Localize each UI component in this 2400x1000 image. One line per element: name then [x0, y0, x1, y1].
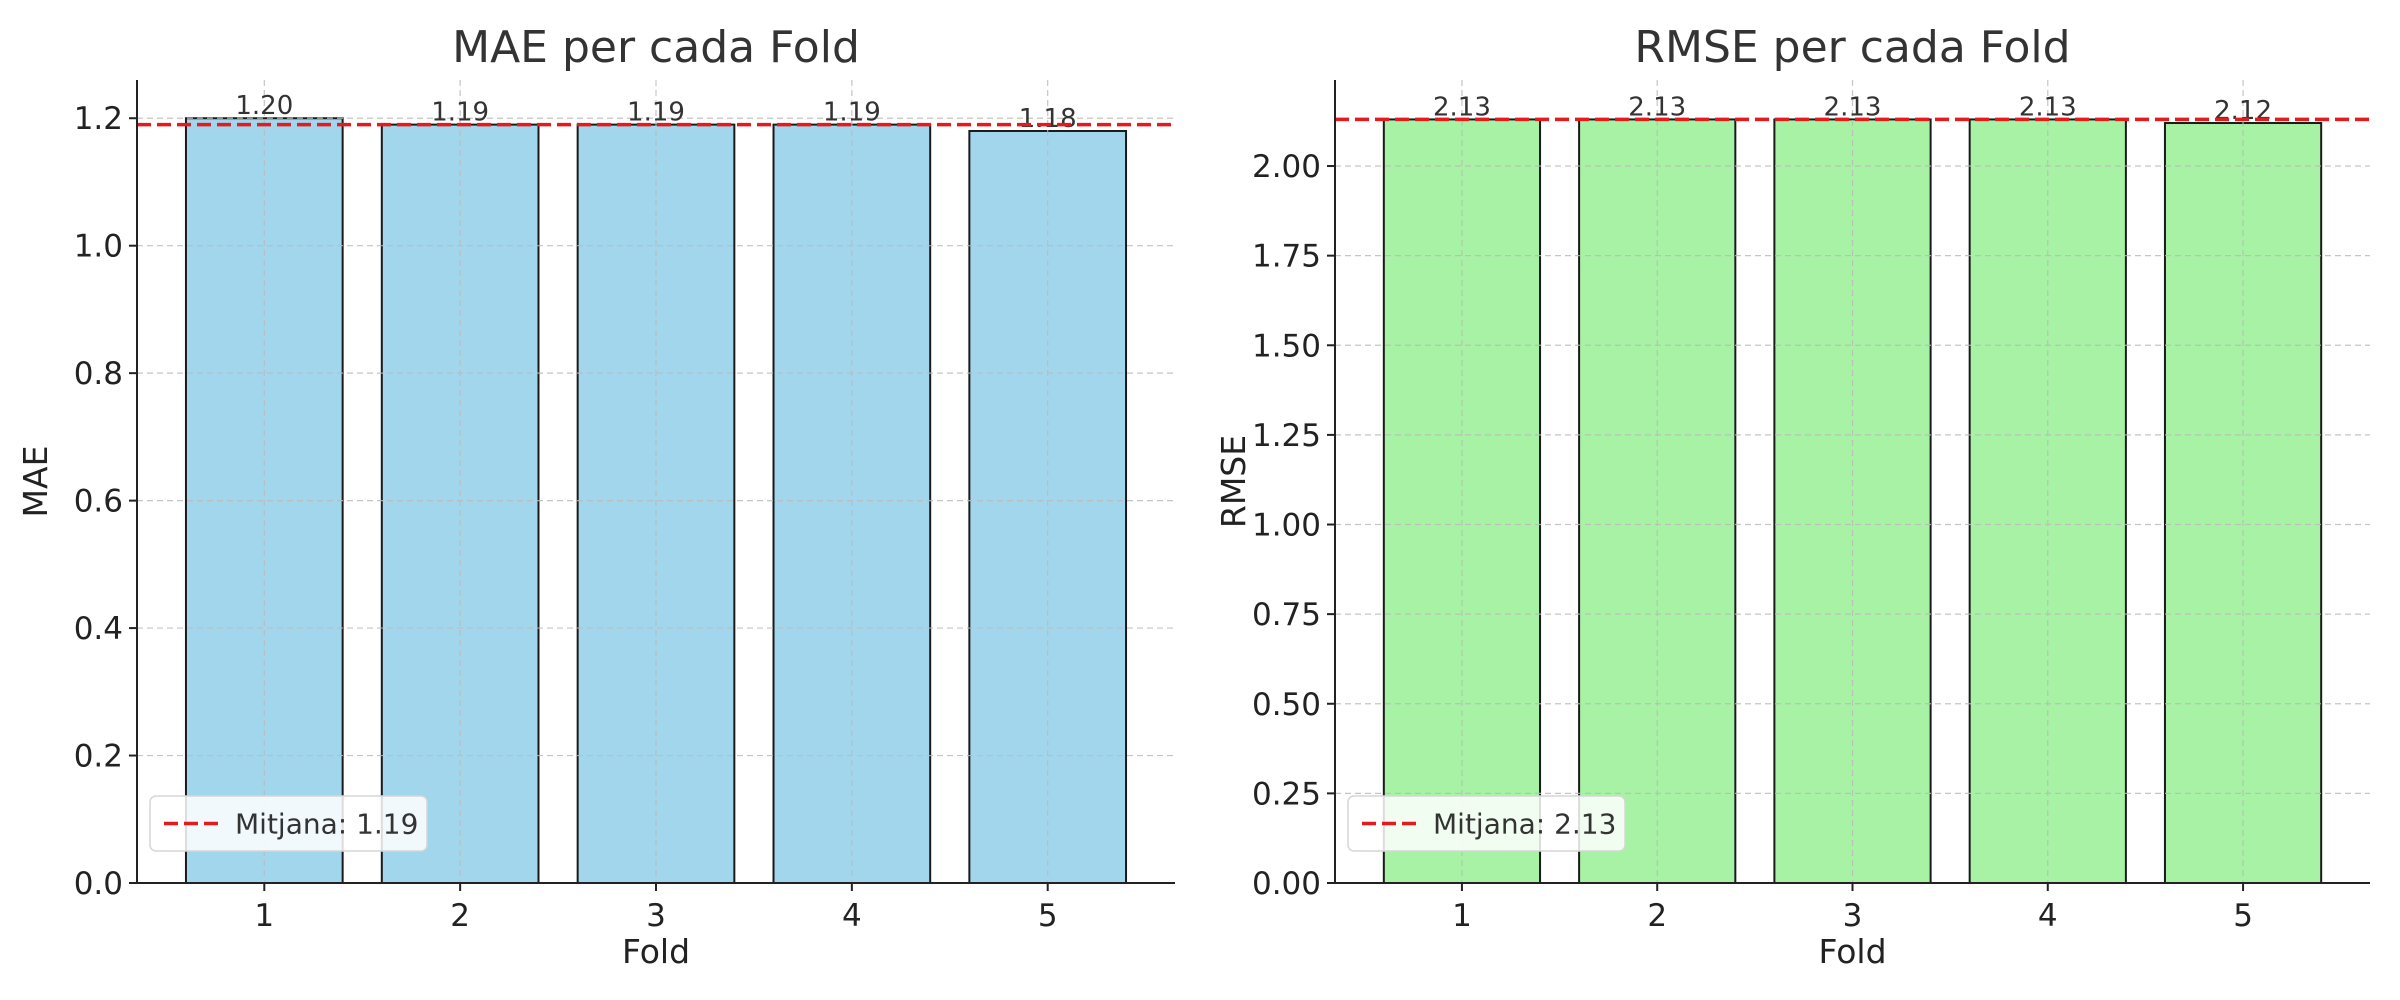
y-tick-label: 0.25	[1252, 776, 1321, 812]
legend: Mitjana: 1.19	[149, 795, 428, 852]
y-tick-label: 1.2	[74, 101, 123, 137]
x-tick-label: 1	[1452, 898, 1472, 934]
bar	[968, 129, 1128, 884]
x-tick-label: 3	[1843, 898, 1863, 934]
bar-value-label: 1.19	[431, 98, 489, 128]
bar-value-label: 2.13	[1824, 92, 1882, 122]
legend-box	[149, 795, 428, 852]
bar-value-label: 1.19	[823, 98, 881, 128]
x-tick-label: 5	[2233, 898, 2253, 934]
chart-2: RMSE per cada Fold 0.00 0.25 0.50 0.75 1.00 1.…	[1214, 22, 2370, 971]
x-tick-label: 3	[646, 898, 666, 934]
x-axis-label: Fold	[622, 932, 690, 971]
x-tick-label: 4	[842, 898, 862, 934]
x-tick-label: 2	[450, 898, 470, 934]
y-tick-label: 2.00	[1252, 149, 1321, 185]
bar-value-label: 2.13	[2019, 92, 2077, 122]
y-tick-label: 1.0	[74, 229, 123, 265]
y-tick-label: 0.0	[74, 866, 123, 902]
bar-value-label: 1.19	[627, 98, 685, 128]
y-tick-label: 1.25	[1252, 418, 1321, 454]
x-tick-label: 1	[254, 898, 274, 934]
y-tick-label: 1.50	[1252, 328, 1321, 364]
y-tick-label: 0.75	[1252, 597, 1321, 633]
x-tick-label: 5	[1038, 898, 1058, 934]
bar-value-label: 1.18	[1019, 104, 1077, 134]
y-tick-label: 0.4	[74, 611, 123, 647]
y-axis-label: MAE	[16, 446, 55, 518]
y-tick-label: 0.6	[74, 484, 123, 520]
chart-title: RMSE per cada Fold	[1634, 22, 2070, 73]
x-tick-label: 2	[1647, 898, 1667, 934]
bar-value-label: 2.13	[1628, 92, 1686, 122]
y-tick-label: 1.75	[1252, 239, 1321, 275]
chart-1: MAE per cada Fold 0.0 0.2 0.4 0.6 0.8 1.0 1.2 1 2…	[16, 22, 1175, 971]
chart-title: MAE per cada Fold	[452, 22, 860, 73]
y-tick-label: 1.00	[1252, 508, 1321, 544]
legend-label: Mitjana: 1.19	[235, 808, 418, 841]
y-tick-label: 0.2	[74, 739, 123, 775]
bar-value-label: 2.13	[1433, 92, 1491, 122]
legend-label: Mitjana: 2.13	[1433, 808, 1616, 841]
y-tick-label: 0.00	[1252, 866, 1321, 902]
x-tick-label: 4	[2038, 898, 2058, 934]
y-tick-label: 0.8	[74, 356, 123, 392]
bar-value-label: 2.12	[2214, 96, 2272, 126]
y-axis-label: RMSE	[1214, 435, 1253, 528]
x-axis-label: Fold	[1818, 932, 1886, 971]
bar-value-label: 1.20	[235, 91, 293, 121]
legend: Mitjana: 2.13	[1347, 795, 1626, 852]
y-tick-label: 0.50	[1252, 687, 1321, 723]
legend-box	[1347, 795, 1626, 852]
